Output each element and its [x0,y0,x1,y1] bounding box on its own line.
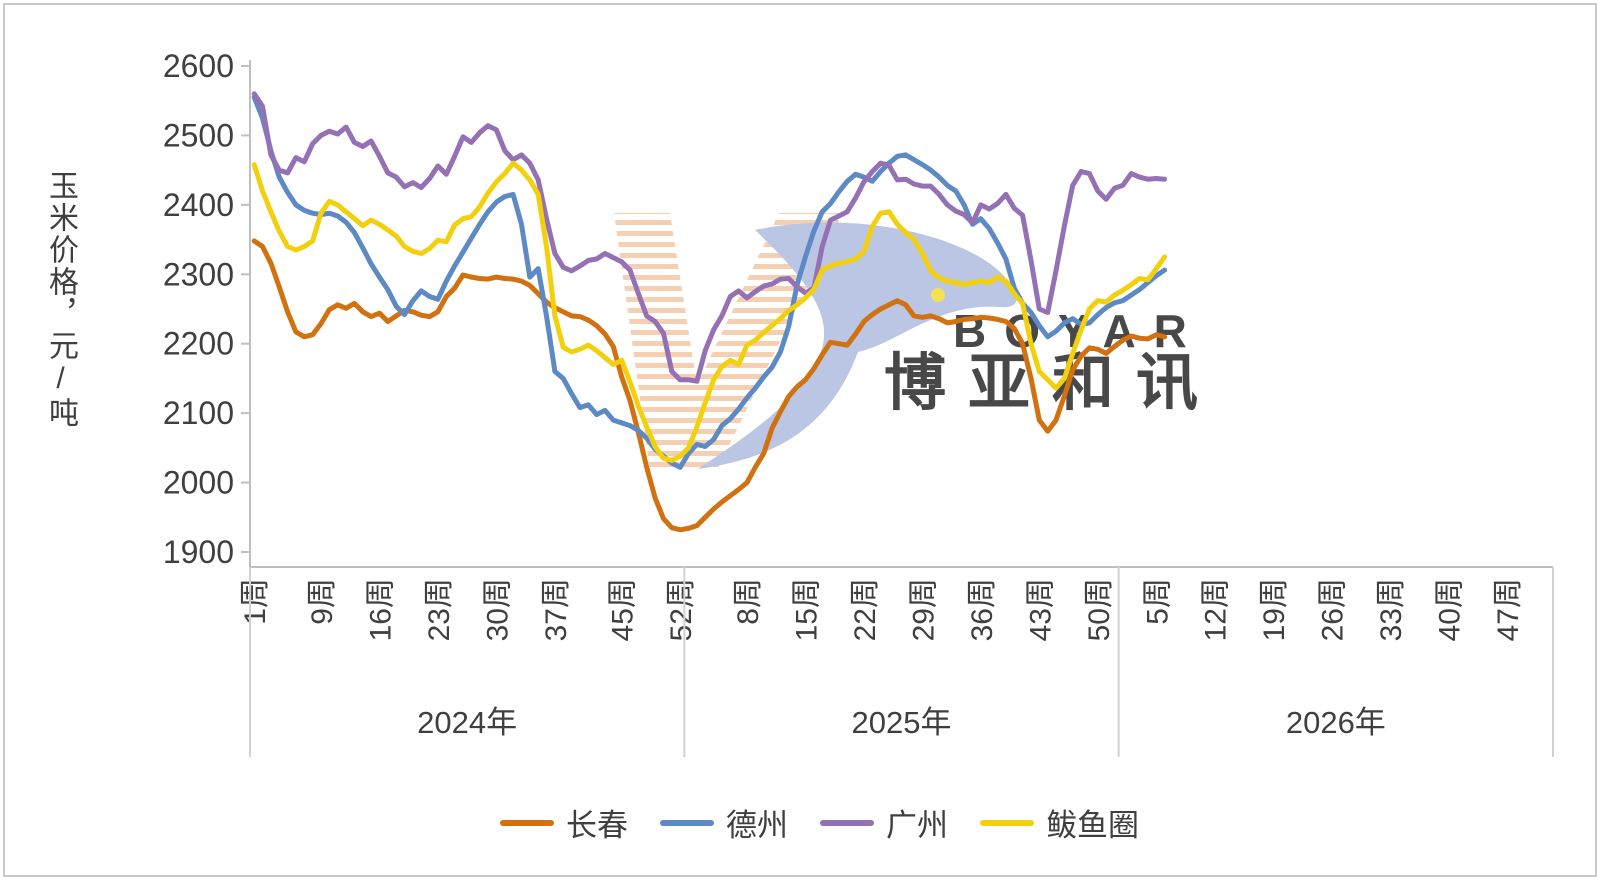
y-tick-label: 2400 [163,187,234,223]
legend-item-长春: 长春 [500,800,628,845]
legend-label: 广州 [886,808,948,843]
year-label: 2024年 [417,705,517,740]
x-tick-label: 50周 [1083,578,1116,641]
x-tick-label: 9周 [306,578,339,625]
watermark-bird-icon [698,222,1017,469]
x-tick-label: 19周 [1258,578,1291,641]
legend-label: 鲅鱼圈 [1046,808,1139,843]
x-tick-label: 37周 [540,578,573,641]
y-tick-label: 2600 [163,48,234,84]
x-tick-label: 5周 [1141,578,1174,625]
x-tick-label: 52周 [665,578,698,641]
x-tick-label: 1周 [239,578,272,625]
legend-label: 德州 [726,808,788,843]
legend: 长春 德州 广州 鲅鱼圈 [500,800,1139,845]
x-tick-label: 47周 [1492,578,1525,641]
y-tick-label: 2500 [163,117,234,153]
y-tick-label: 2000 [163,465,234,501]
x-tick-label: 12周 [1200,578,1233,641]
watermark-bird-wing-gap [858,307,1000,370]
legend-item-广州: 广州 [820,800,948,845]
year-label: 2025年 [852,705,952,740]
y-axis-title: 玉米价格，元/吨 [44,170,77,429]
legend-swatch-icon [820,819,874,826]
legend-swatch-icon [980,819,1034,826]
x-tick-label: 15周 [790,578,823,641]
watermark-bird-eye [931,288,945,302]
legend-item-德州: 德州 [660,800,788,845]
x-tick-label: 23周 [423,578,456,641]
y-tick-label: 2200 [163,326,234,362]
x-tick-label: 40周 [1434,578,1467,641]
series-line-广州 [251,91,1168,384]
x-tick-label: 22周 [849,578,882,641]
legend-swatch-icon [500,819,554,826]
series-line-鲅鱼圈 [251,160,1168,463]
legend-label: 长春 [566,808,628,843]
watermark-text-en: BOYAR [953,305,1205,357]
x-tick-label: 36周 [966,578,999,641]
x-tick-label: 33周 [1375,578,1408,641]
series-line-德州 [251,94,1168,470]
legend-item-鲅鱼圈: 鲅鱼圈 [980,800,1139,845]
x-tick-label: 45周 [607,578,640,641]
x-tick-label: 29周 [907,578,940,641]
watermark-text-cn: 博亚和讯 [884,349,1220,418]
year-label: 2026年 [1286,705,1386,740]
legend-swatch-icon [660,819,714,826]
x-tick-label: 30周 [481,578,514,641]
x-tick-label: 16周 [364,578,397,641]
y-tick-label: 1900 [163,534,234,570]
x-tick-label: 43周 [1024,578,1057,641]
y-tick-label: 2300 [163,256,234,292]
y-tick-label: 2100 [163,395,234,431]
x-tick-label: 26周 [1317,578,1350,641]
x-tick-label: 8周 [732,578,765,625]
